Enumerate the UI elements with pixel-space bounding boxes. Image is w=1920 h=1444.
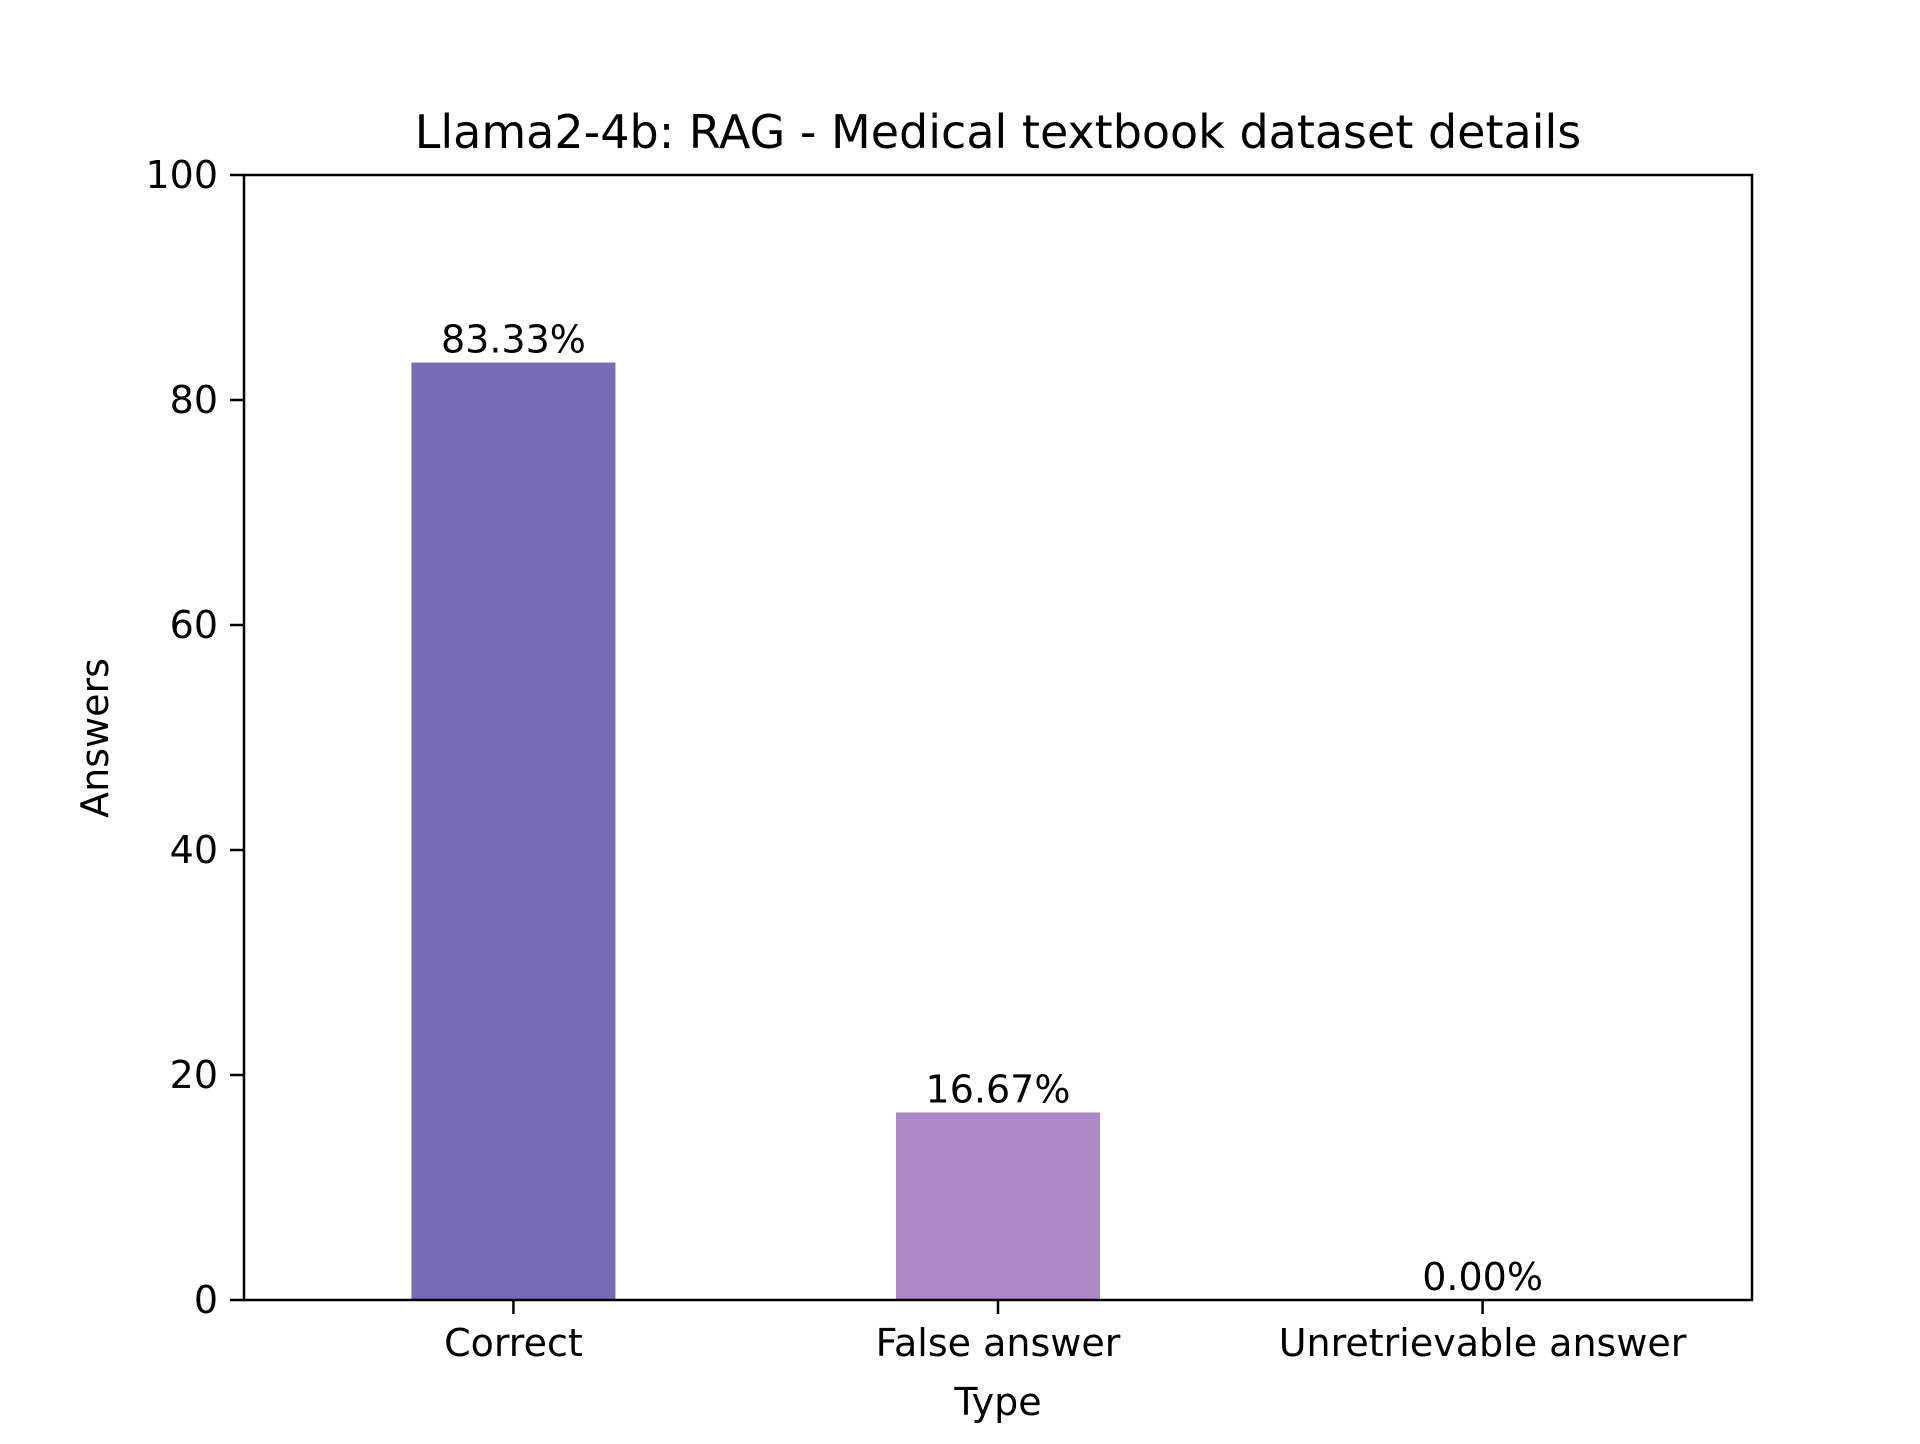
y-tick-label: 40 — [170, 828, 218, 872]
bar-data-label: 16.67% — [926, 1067, 1071, 1111]
bars-layer: 83.33% 16.67% 0.00% — [411, 318, 1543, 1301]
y-tick-label: 60 — [170, 603, 218, 647]
y-tick-label: 100 — [145, 153, 218, 197]
x-axis-label: Type — [953, 1380, 1041, 1424]
bar-false-answer — [896, 1112, 1100, 1300]
bar-correct — [411, 362, 616, 1301]
bar-data-label: 0.00% — [1422, 1255, 1543, 1299]
y-axis-label: Answers — [73, 658, 117, 818]
bar-data-label: 83.33% — [441, 318, 586, 362]
x-tick-label: False answer — [876, 1321, 1121, 1365]
x-axis-ticks: Correct False answer Unretrievable answer — [444, 1300, 1687, 1365]
x-tick-label: Correct — [444, 1321, 583, 1365]
plot-frame — [242, 173, 1754, 1302]
y-axis-ticks: 0 20 40 60 80 100 — [145, 153, 244, 1322]
y-tick-label: 20 — [170, 1053, 218, 1097]
chart-title: Llama2-4b: RAG - Medical textbook datase… — [415, 105, 1581, 159]
x-tick-label: Unretrievable answer — [1279, 1321, 1687, 1365]
y-tick-label: 0 — [194, 1278, 218, 1322]
y-tick-label: 80 — [170, 378, 218, 422]
